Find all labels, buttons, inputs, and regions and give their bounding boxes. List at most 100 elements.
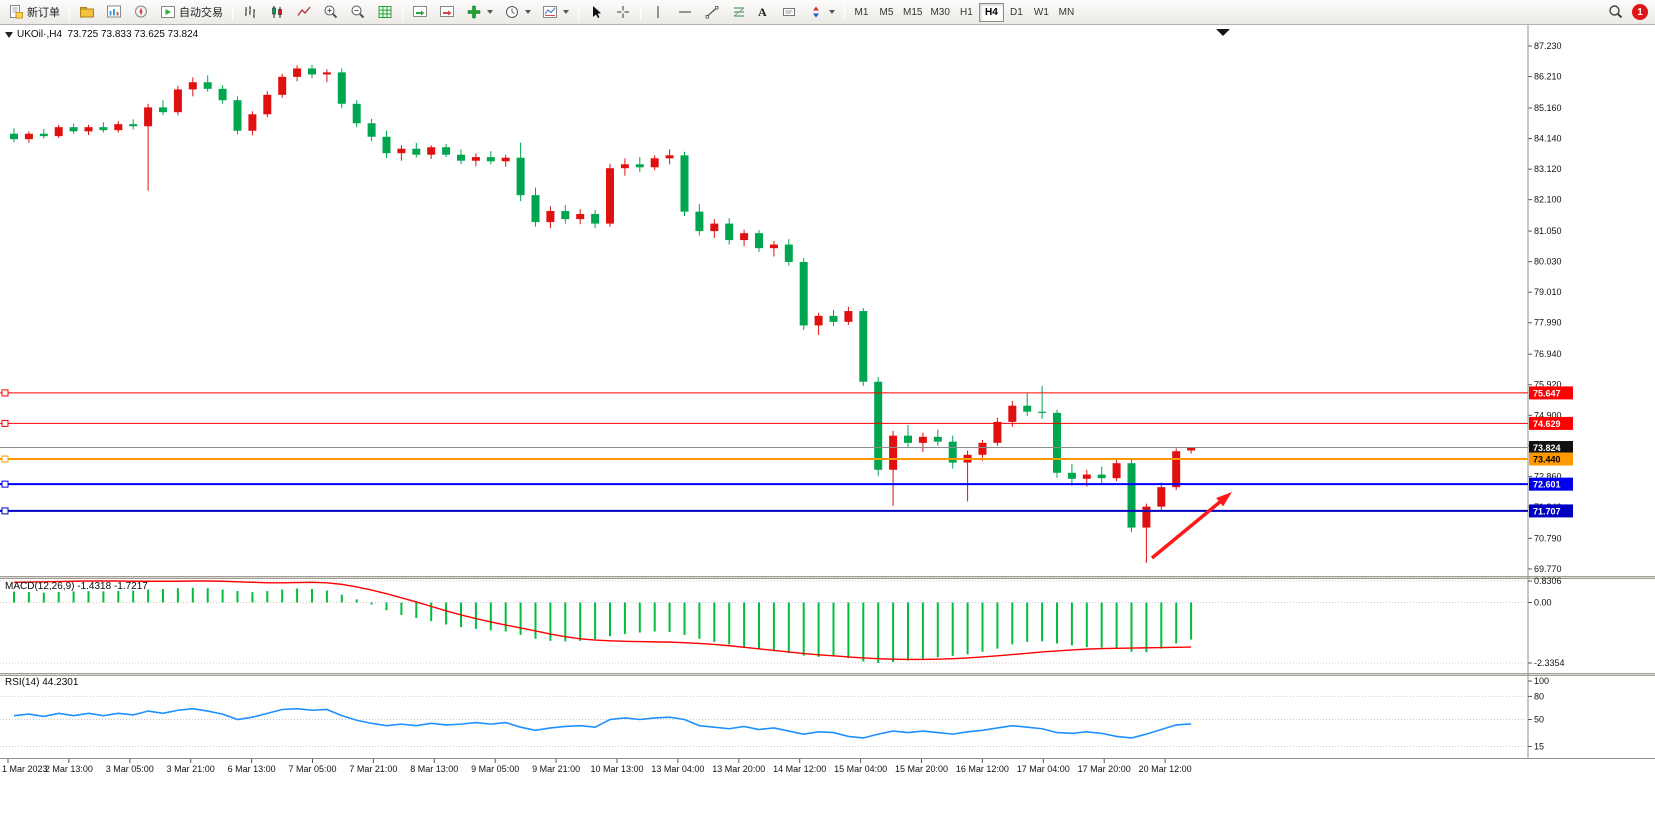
new-order-icon [10,5,23,19]
toolbar-separator [402,3,403,21]
label-tool-button[interactable] [776,2,802,23]
svg-text:74.900: 74.900 [1534,410,1562,420]
timeframe-button-m5[interactable]: M5 [874,3,899,22]
svg-text:81.050: 81.050 [1534,226,1562,236]
candlestick-chart-button[interactable] [264,2,290,23]
arrows-tool-button[interactable] [803,2,840,23]
svg-text:0.8306: 0.8306 [1534,576,1562,586]
svg-text:7 Mar 05:00: 7 Mar 05:00 [288,764,336,774]
svg-text:100: 100 [1534,676,1549,686]
timeframe-button-d1[interactable]: D1 [1004,3,1029,22]
timeframe-toolbar: M1 M5 M15 M30 H1 H4 D1 W1 MN [849,2,1079,22]
auto-scroll-button[interactable] [407,2,433,23]
price-tags: 75.647 74.629 73.824 73.440 72.601 71.707 [1529,386,1573,518]
main-toolbar: 新订单 自动交易 [0,0,1655,25]
svg-text:16 Mar 12:00: 16 Mar 12:00 [956,764,1009,774]
svg-text:73.824: 73.824 [1533,443,1561,453]
add-indicator-icon [467,5,481,19]
text-tool-button[interactable]: A [753,2,775,23]
chart-window[interactable]: 87.230 86.210 85.160 84.140 83.120 82.100 81.0… [0,25,1655,827]
rsi-indicator: 100 80 50 15 [0,676,1549,751]
indicators-button[interactable] [461,2,498,23]
svg-text:3 Mar 21:00: 3 Mar 21:00 [167,764,215,774]
timeframe-button-w1[interactable]: W1 [1029,3,1054,22]
chart-canvas[interactable]: 87.230 86.210 85.160 84.140 83.120 82.100 81.0… [0,25,1655,827]
cursor-tool-button[interactable] [583,2,609,23]
svg-text:82.100: 82.100 [1534,195,1562,205]
panel-separators[interactable] [0,25,1655,759]
text-tool-icon: A [758,5,767,19]
svg-text:13 Mar 04:00: 13 Mar 04:00 [651,764,704,774]
autotrading-icon [161,6,175,18]
svg-text:80: 80 [1534,691,1544,701]
candlestick-icon [272,6,282,18]
folder-icon [80,7,94,18]
svg-text:20 Mar 12:00: 20 Mar 12:00 [1139,764,1192,774]
zoom-out-button[interactable] [345,2,371,23]
trend-arrow-annotation[interactable] [1150,492,1232,560]
chevron-down-icon [487,10,493,14]
svg-text:3 Mar 05:00: 3 Mar 05:00 [106,764,154,774]
cursor-icon [593,6,601,18]
chart-shift-icon [440,6,454,17]
price-scale[interactable]: 87.230 86.210 85.160 84.140 83.120 82.100 81.0… [1528,41,1562,574]
symbol-dropdown-icon [5,31,13,38]
bar-chart-button[interactable] [237,2,263,23]
horizontal-lines[interactable] [0,389,1528,515]
svg-text:-2.3354: -2.3354 [1534,658,1565,668]
text-label-icon [783,8,795,16]
new-order-button[interactable]: 新订单 [3,2,65,23]
periods-button[interactable] [499,2,536,23]
horizontal-line-icon [679,11,691,13]
navigator-button[interactable] [128,2,154,23]
trendline-tool-button[interactable] [699,2,725,23]
svg-text:17 Mar 20:00: 17 Mar 20:00 [1078,764,1131,774]
svg-text:84.140: 84.140 [1534,134,1562,144]
scroll-shift-marker[interactable] [1216,29,1230,36]
horizontal-line-tool-button[interactable] [672,2,698,23]
autotrading-button[interactable]: 自动交易 [155,2,228,23]
toolbar-separator [640,3,641,21]
line-chart-button[interactable] [291,2,317,23]
market-watch-icon [107,5,121,18]
crosshair-icon [617,6,629,18]
timeframe-button-h1[interactable]: H1 [954,3,979,22]
search-button[interactable] [1603,2,1629,23]
svg-text:7 Mar 21:00: 7 Mar 21:00 [349,764,397,774]
svg-text:69.770: 69.770 [1534,564,1562,574]
timeframe-button-m15[interactable]: M15 [899,3,926,22]
chart-shift-button[interactable] [434,2,460,23]
rsi-label: RSI(14) 44.2301 [5,677,79,688]
chart-header: UKOil·,H4 73.725 73.833 73.625 73.824 [5,29,198,40]
svg-text:10 Mar 13:00: 10 Mar 13:00 [590,764,643,774]
svg-text:6 Mar 13:00: 6 Mar 13:00 [228,764,276,774]
zoom-in-button[interactable] [318,2,344,23]
templates-button[interactable] [537,2,574,23]
toolbar-separator [232,3,233,21]
svg-text:9 Mar 05:00: 9 Mar 05:00 [471,764,519,774]
svg-text:77.990: 77.990 [1534,318,1562,328]
crosshair-tool-button[interactable] [610,2,636,23]
macd-label: MACD(12,26,9) -1.4318 -1.7217 [5,581,148,592]
svg-text:1 Mar 2023: 1 Mar 2023 [2,764,48,774]
candlesticks [10,64,1196,563]
svg-text:15: 15 [1534,741,1544,751]
svg-text:75.647: 75.647 [1533,388,1561,398]
timeframe-button-mn[interactable]: MN [1054,3,1079,22]
grid-button[interactable] [372,2,398,23]
notification-badge[interactable]: 1 [1632,4,1648,20]
fibonacci-icon [733,7,745,17]
toolbar-separator [844,3,845,21]
svg-text:9 Mar 21:00: 9 Mar 21:00 [532,764,580,774]
timeframe-button-m1[interactable]: M1 [849,3,874,22]
trendline-icon [705,6,719,19]
market-watch-button[interactable] [101,2,127,23]
timeframe-button-m30[interactable]: M30 [926,3,953,22]
arrows-icon [813,6,819,18]
timeframe-button-h4[interactable]: H4 [978,2,1004,22]
vertical-line-tool-button[interactable] [645,2,671,23]
fibonacci-tool-button[interactable] [726,2,752,23]
svg-text:79.010: 79.010 [1534,287,1562,297]
profiles-button[interactable] [74,2,100,23]
